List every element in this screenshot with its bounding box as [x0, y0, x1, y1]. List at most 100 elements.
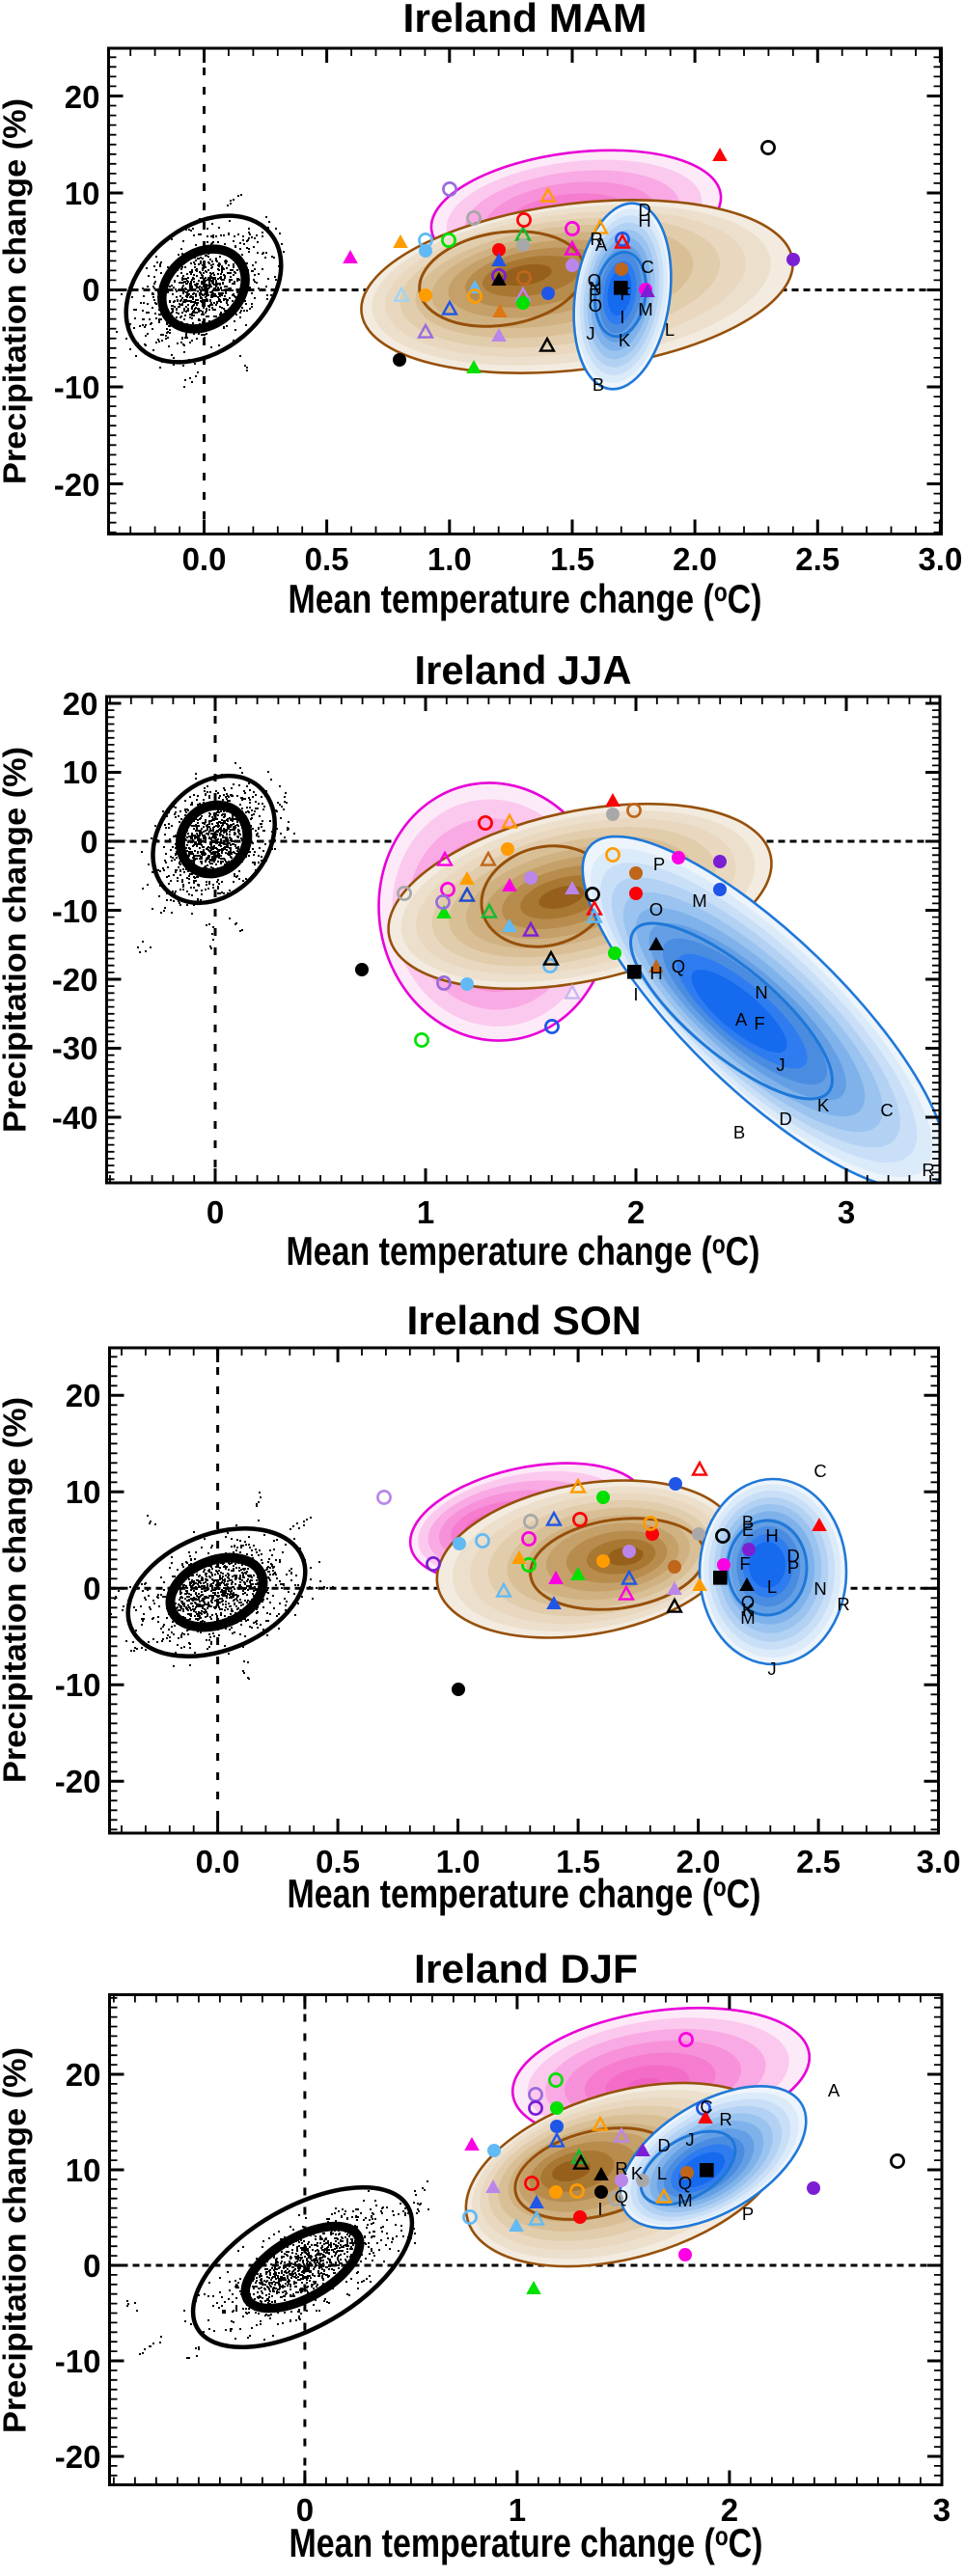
svg-text:K: K — [631, 2163, 644, 2183]
svg-text:M: M — [692, 891, 706, 911]
svg-text:C: C — [700, 2096, 712, 2117]
svg-text:Q: Q — [588, 270, 601, 290]
svg-text:C: C — [813, 1461, 826, 1481]
svg-text:0.5: 0.5 — [305, 541, 349, 577]
svg-text:0: 0 — [207, 1194, 224, 1230]
svg-text:D: D — [657, 2135, 670, 2155]
svg-text:-20: -20 — [55, 1764, 101, 1799]
svg-text:D: D — [638, 200, 650, 220]
svg-text:D: D — [786, 1546, 799, 1566]
svg-text:20: 20 — [66, 1378, 101, 1413]
svg-text:H: H — [649, 963, 662, 983]
svg-text:I: I — [633, 984, 638, 1004]
svg-text:-20: -20 — [54, 467, 100, 503]
svg-text:J: J — [586, 323, 594, 343]
svg-text:Q: Q — [615, 2186, 628, 2206]
svg-text:Precipitation change (%): Precipitation change (%) — [0, 747, 33, 1133]
svg-text:20: 20 — [63, 686, 98, 722]
svg-text:2.0: 2.0 — [676, 1844, 721, 1879]
svg-text:10: 10 — [66, 2152, 101, 2188]
svg-text:2: 2 — [721, 2492, 738, 2528]
svg-text:A: A — [595, 234, 608, 255]
svg-text:0: 0 — [296, 2492, 314, 2528]
svg-text:C: C — [641, 257, 653, 277]
svg-text:Ireland SON: Ireland SON — [407, 1298, 642, 1343]
svg-text:2.5: 2.5 — [796, 1844, 841, 1879]
svg-text:R: R — [590, 229, 602, 249]
svg-text:Ireland MAM: Ireland MAM — [403, 0, 648, 41]
svg-text:Mean temperature change (oC): Mean temperature change (oC) — [289, 576, 762, 621]
svg-text:M: M — [740, 1607, 755, 1628]
svg-text:-20: -20 — [52, 962, 98, 998]
svg-text:1.5: 1.5 — [550, 541, 594, 577]
svg-text:F: F — [754, 1013, 764, 1033]
svg-text:-10: -10 — [54, 370, 100, 405]
svg-text:3: 3 — [933, 2492, 951, 2528]
svg-text:N: N — [813, 1578, 826, 1599]
svg-text:1.5: 1.5 — [556, 1844, 600, 1879]
svg-text:R: R — [922, 1160, 934, 1180]
svg-text:0.0: 0.0 — [182, 541, 227, 577]
svg-text:E: E — [589, 285, 600, 305]
svg-text:10: 10 — [63, 754, 98, 790]
svg-text:L: L — [657, 2163, 667, 2183]
svg-text:3.0: 3.0 — [917, 1844, 961, 1879]
svg-text:B: B — [733, 1122, 745, 1142]
svg-text:-10: -10 — [55, 1667, 101, 1703]
svg-text:A: A — [828, 2080, 841, 2100]
svg-text:-40: -40 — [52, 1100, 98, 1136]
svg-text:Ireland DJF: Ireland DJF — [414, 1946, 638, 1991]
svg-text:-30: -30 — [52, 1030, 98, 1066]
svg-text:Q: Q — [672, 956, 685, 976]
svg-text:K: K — [742, 1600, 755, 1620]
svg-text:M: M — [677, 2190, 692, 2210]
svg-text:I: I — [597, 2199, 602, 2219]
svg-text:3: 3 — [838, 1194, 855, 1230]
svg-text:Precipitation change (%): Precipitation change (%) — [0, 1397, 33, 1783]
svg-text:Mean temperature change (oC): Mean temperature change (oC) — [287, 1228, 760, 1274]
svg-text:F: F — [739, 1553, 750, 1574]
svg-text:N: N — [589, 278, 601, 298]
svg-text:10: 10 — [65, 176, 100, 211]
svg-text:C: C — [880, 1100, 893, 1120]
svg-text:L: L — [767, 1576, 777, 1597]
svg-text:K: K — [817, 1095, 830, 1115]
svg-text:F: F — [620, 284, 630, 304]
svg-text:1.0: 1.0 — [427, 541, 472, 577]
svg-text:Precipitation change (%): Precipitation change (%) — [0, 2047, 33, 2433]
svg-text:R: R — [837, 1594, 849, 1614]
svg-text:2.5: 2.5 — [795, 541, 840, 577]
svg-text:J: J — [767, 1658, 776, 1679]
svg-text:-10: -10 — [52, 893, 98, 929]
svg-text:P: P — [653, 854, 665, 874]
svg-text:J: J — [776, 1055, 785, 1075]
svg-text:O: O — [649, 899, 663, 919]
svg-text:R: R — [615, 2158, 627, 2179]
svg-text:Mean temperature change (oC): Mean temperature change (oC) — [290, 2520, 763, 2565]
svg-text:L: L — [665, 319, 675, 340]
svg-text:E: E — [742, 1520, 754, 1540]
svg-text:H: H — [638, 210, 650, 231]
svg-text:D: D — [779, 1109, 791, 1129]
svg-text:-10: -10 — [55, 2343, 101, 2379]
svg-text:N: N — [755, 982, 767, 1002]
svg-text:3.0: 3.0 — [918, 541, 962, 577]
svg-text:B: B — [593, 374, 604, 395]
svg-text:0.0: 0.0 — [196, 1844, 240, 1879]
svg-text:P: P — [742, 2204, 754, 2224]
svg-text:A: A — [735, 1009, 748, 1029]
svg-text:1: 1 — [509, 2492, 526, 2528]
svg-text:1: 1 — [417, 1194, 434, 1230]
svg-text:J: J — [685, 2129, 694, 2150]
svg-text:0: 0 — [80, 824, 97, 860]
svg-text:K: K — [619, 330, 631, 350]
svg-text:1.0: 1.0 — [436, 1844, 481, 1879]
svg-text:20: 20 — [65, 79, 100, 115]
svg-text:B: B — [742, 1512, 754, 1532]
svg-text:0: 0 — [83, 1571, 100, 1606]
svg-text:20: 20 — [66, 2057, 101, 2093]
svg-text:R: R — [719, 2109, 731, 2129]
svg-text:-20: -20 — [55, 2439, 101, 2475]
svg-text:Mean temperature change (oC): Mean temperature change (oC) — [288, 1871, 761, 1916]
svg-text:Q: Q — [741, 1592, 755, 1612]
